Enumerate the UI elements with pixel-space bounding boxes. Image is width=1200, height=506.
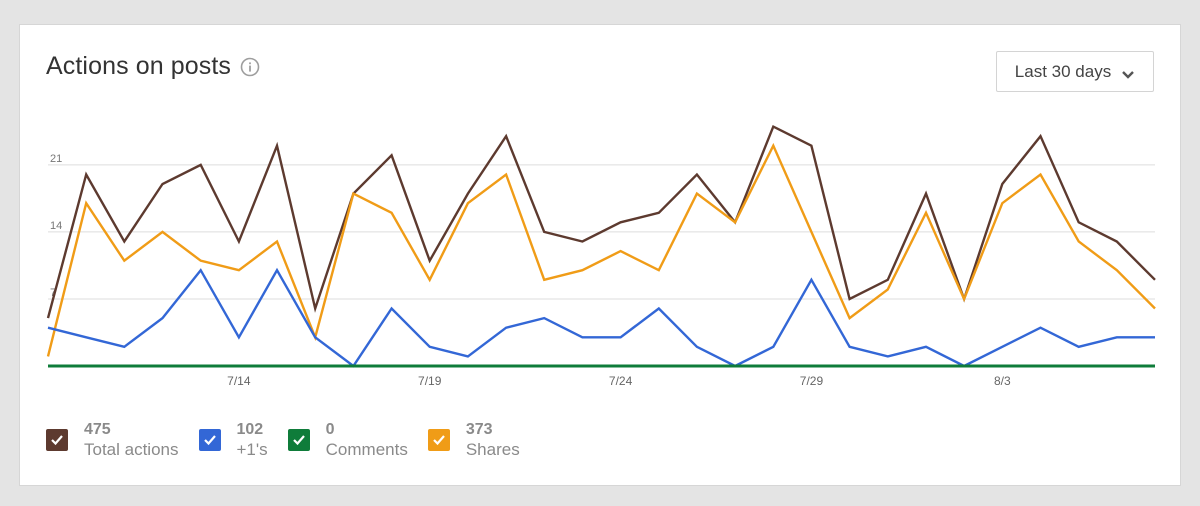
legend-value: 0	[325, 421, 335, 438]
legend-text: 373 Shares	[466, 421, 520, 461]
x-tick-label: 7/14	[227, 374, 251, 388]
line-chart: 7 14 21 7/14 7/19 7/24 7/29 8/3	[46, 124, 1156, 388]
legend-item-comments[interactable]: 0 Comments	[287, 421, 408, 461]
legend-text: 475 Total actions	[84, 421, 179, 461]
chart-series	[46, 124, 1156, 368]
y-tick-label: 7	[50, 287, 56, 299]
x-tick-label: 8/3	[994, 374, 1011, 388]
legend-label: Shares	[465, 440, 520, 459]
x-axis-ticks: 7/14 7/19 7/24 7/29 8/3	[227, 374, 1011, 388]
legend-item-shares[interactable]: 373 Shares	[427, 421, 520, 461]
legend-item-plus-ones[interactable]: 102 +1's	[198, 421, 268, 461]
legend-label: Comments	[325, 440, 408, 459]
checkbox-icon[interactable]	[46, 429, 68, 451]
y-tick-label: 21	[50, 153, 62, 165]
page-title: Actions on posts	[46, 52, 232, 80]
legend-item-total-actions[interactable]: 475 Total actions	[46, 421, 179, 461]
info-icon[interactable]	[240, 57, 260, 77]
chart-legend: 475 Total actions 102 +1's 0 Comments 373 Share…	[46, 421, 540, 461]
date-range-label: Last 30 days	[1014, 61, 1112, 81]
chevron-down-icon	[1121, 67, 1135, 79]
checkbox-icon[interactable]	[287, 429, 310, 451]
checkbox-icon[interactable]	[198, 429, 221, 451]
series-line-shares	[46, 142, 1156, 357]
x-tick-label: 7/29	[800, 374, 824, 388]
legend-label: +1's	[236, 440, 268, 459]
actions-card: Actions on posts Last 30 days 7 14 21 7/14…	[19, 24, 1181, 486]
legend-value: 373	[465, 421, 493, 438]
x-tick-label: 7/19	[418, 374, 442, 388]
y-tick-label: 14	[50, 220, 62, 232]
series-line--1-s	[47, 267, 1155, 368]
legend-label: Total actions	[84, 440, 179, 459]
x-tick-label: 7/24	[609, 374, 633, 388]
card-header: Actions on posts	[46, 52, 260, 81]
y-axis-ticks: 7 14 21	[50, 153, 62, 299]
date-range-dropdown[interactable]: Last 30 days	[996, 51, 1154, 92]
legend-text: 102 +1's	[237, 421, 268, 461]
legend-text: 0 Comments	[326, 421, 408, 461]
legend-value: 102	[236, 421, 264, 438]
checkbox-icon[interactable]	[427, 429, 450, 451]
legend-value: 475	[84, 421, 111, 438]
series-line-total-actions	[46, 124, 1156, 319]
